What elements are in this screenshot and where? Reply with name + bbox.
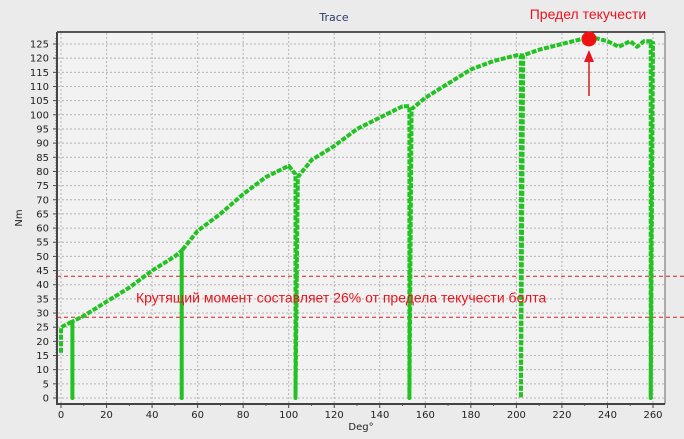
y-tick-label: 125: [30, 40, 49, 51]
y-tick-label: 5: [43, 379, 49, 390]
x-tick-label: 40: [146, 410, 159, 421]
y-tick-label: 100: [30, 110, 49, 121]
x-tick-label: 120: [325, 410, 344, 421]
x-tick-label: 220: [552, 410, 571, 421]
y-tick-label: 120: [30, 54, 49, 65]
y-tick-label: 10: [36, 365, 49, 376]
y-tick-label: 105: [30, 96, 49, 107]
y-tick-label: 20: [36, 337, 49, 348]
yield-label: Предел текучести: [530, 6, 647, 22]
x-tick-label: 80: [237, 410, 250, 421]
y-tick-label: 15: [36, 351, 49, 362]
y-tick-label: 50: [36, 252, 49, 263]
x-tick-label: 60: [191, 410, 204, 421]
y-tick-label: 95: [36, 124, 49, 135]
y-tick-label: 55: [36, 238, 49, 249]
y-tick-label: 0: [43, 394, 49, 405]
x-axis-label: Deg°: [348, 422, 373, 433]
y-tick-label: 65: [36, 209, 49, 220]
y-tick-label: 45: [36, 266, 49, 277]
y-tick-label: 70: [36, 195, 49, 206]
y-tick-label: 25: [36, 323, 49, 334]
y-tick-label: 85: [36, 153, 49, 164]
yield-point-marker: [581, 31, 597, 47]
x-tick-label: 240: [598, 410, 617, 421]
x-tick-label: 160: [416, 410, 435, 421]
arrow-up-icon: [584, 50, 594, 96]
y-axis-label: Nm: [14, 209, 25, 226]
y-tick-label: 115: [30, 68, 49, 79]
axis-ticks: 0 20 40 60 80 100 120 140 160 180 200 220 240 260 0 5 10…: [30, 38, 663, 421]
y-tick-label: 80: [36, 167, 49, 178]
y-tick-label: 35: [36, 294, 49, 305]
x-tick-label: 260: [643, 410, 662, 421]
y-tick-label: 40: [36, 280, 49, 291]
chart-title: Trace: [318, 11, 348, 24]
x-tick-label: 200: [507, 410, 526, 421]
y-tick-label: 90: [36, 139, 49, 150]
y-tick-label: 75: [36, 181, 49, 192]
plot-area: [57, 32, 665, 404]
y-tick-label: 110: [30, 82, 49, 93]
trace-series: [59, 36, 655, 400]
y-tick-label: 30: [36, 309, 49, 320]
x-tick-label: 0: [58, 410, 64, 421]
y-tick-label: 60: [36, 224, 49, 235]
x-tick-label: 20: [100, 410, 113, 421]
torque-annotation: Крутящий момент составляет 26% от предел…: [136, 289, 546, 305]
x-tick-label: 180: [461, 410, 480, 421]
x-tick-label: 100: [279, 410, 298, 421]
x-tick-label: 140: [370, 410, 389, 421]
